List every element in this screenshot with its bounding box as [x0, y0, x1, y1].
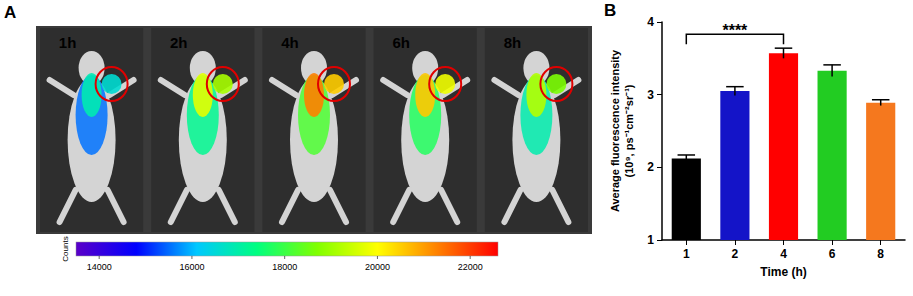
svg-text:3: 3 — [647, 88, 654, 102]
svg-text:B: B — [604, 1, 616, 20]
svg-text:A: A — [4, 3, 16, 22]
svg-text:6: 6 — [829, 247, 836, 261]
svg-text:22000: 22000 — [458, 262, 483, 272]
svg-text:4: 4 — [647, 15, 654, 29]
svg-text:8h: 8h — [504, 34, 522, 51]
svg-text:16000: 16000 — [179, 262, 204, 272]
svg-text:2h: 2h — [170, 34, 188, 51]
svg-text:6h: 6h — [392, 34, 410, 51]
svg-text:Average fluorescence intensity: Average fluorescence intensity — [609, 49, 621, 212]
svg-text:4h: 4h — [281, 34, 299, 51]
svg-text:2: 2 — [647, 160, 654, 174]
svg-text:4: 4 — [780, 247, 787, 261]
svg-text:2: 2 — [732, 247, 739, 261]
svg-text:****: **** — [722, 22, 748, 39]
svg-text:(10⁹, ps⁻¹cm⁻²sr⁻¹): (10⁹, ps⁻¹cm⁻²sr⁻¹) — [623, 84, 635, 177]
svg-text:8: 8 — [877, 247, 884, 261]
svg-text:20000: 20000 — [365, 262, 390, 272]
svg-text:Counts: Counts — [61, 236, 70, 261]
svg-text:1: 1 — [683, 247, 690, 261]
svg-text:18000: 18000 — [272, 262, 297, 272]
svg-text:Time (h): Time (h) — [760, 265, 806, 279]
svg-text:1h: 1h — [59, 34, 77, 51]
svg-text:1: 1 — [647, 233, 654, 247]
svg-text:14000: 14000 — [87, 262, 112, 272]
